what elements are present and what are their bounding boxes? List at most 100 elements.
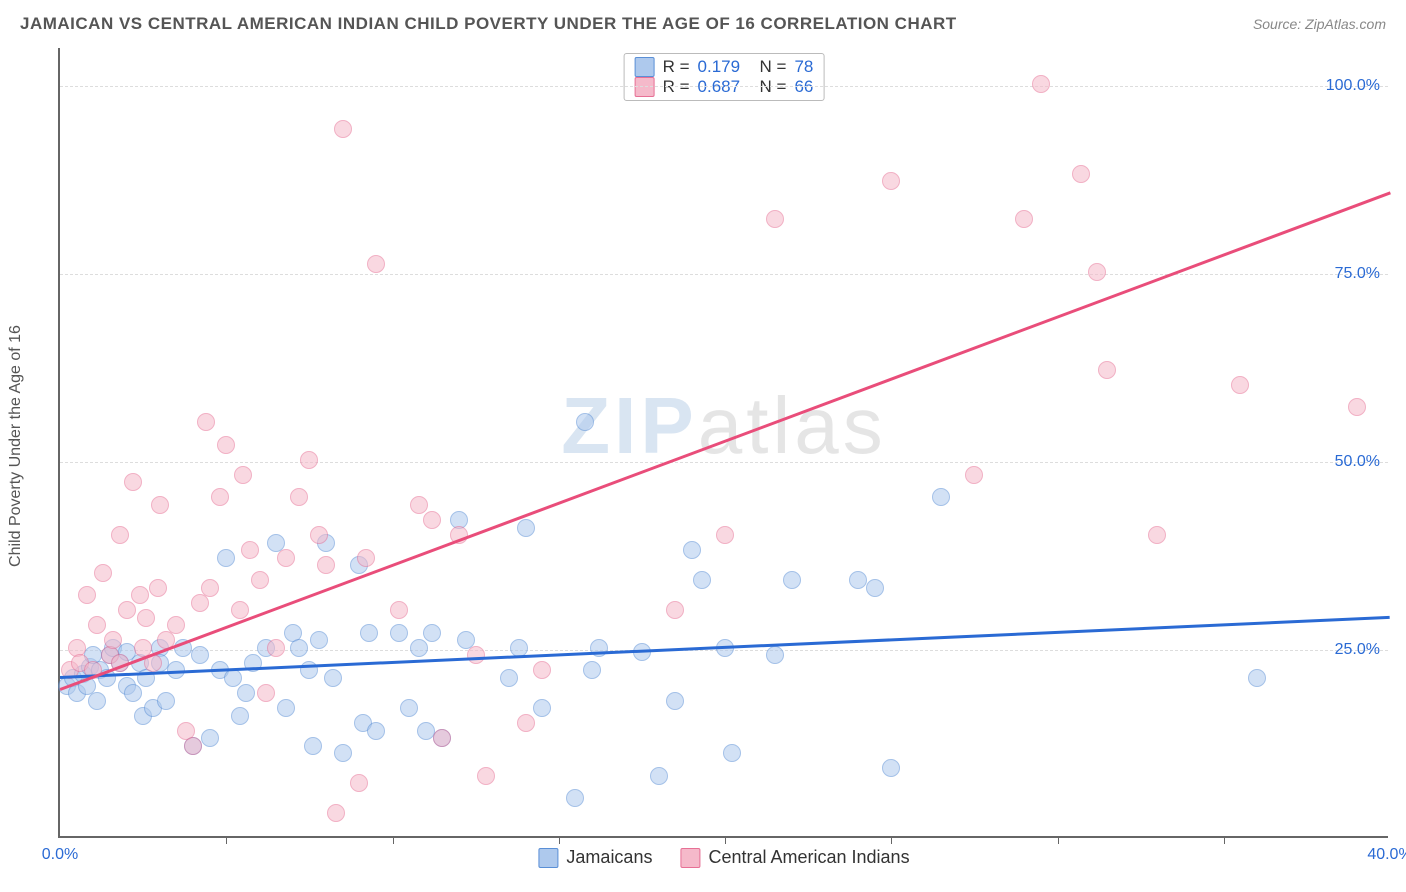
data-point [191,594,209,612]
data-point [327,804,345,822]
data-point [716,526,734,544]
data-point [693,571,711,589]
n-value: 78 [794,57,813,77]
plot-area: ZIPatlas R =0.179N =78R =0.687N =66 Jama… [58,48,1388,838]
data-point [1072,165,1090,183]
watermark-b: atlas [698,381,887,470]
data-point [866,579,884,597]
data-point [334,120,352,138]
data-point [766,646,784,664]
data-point [477,767,495,785]
gridline [60,86,1388,87]
data-point [932,488,950,506]
data-point [390,624,408,642]
data-point [723,744,741,762]
data-point [317,556,335,574]
data-point [310,631,328,649]
data-point [467,646,485,664]
data-point [324,669,342,687]
data-point [300,451,318,469]
stats-row: R =0.687N =66 [635,77,814,97]
data-point [533,699,551,717]
data-point [423,511,441,529]
data-point [304,737,322,755]
x-tick-mark [1058,836,1059,844]
data-point [118,601,136,619]
r-value: 0.179 [698,57,752,77]
data-point [217,436,235,454]
data-point [201,579,219,597]
data-point [104,631,122,649]
chart-container: JAMAICAN VS CENTRAL AMERICAN INDIAN CHIL… [0,0,1406,892]
legend: JamaicansCentral American Indians [538,847,909,868]
data-point [882,172,900,190]
data-point [251,571,269,589]
data-point [124,473,142,491]
data-point [231,707,249,725]
data-point [149,579,167,597]
data-point [1148,526,1166,544]
data-point [882,759,900,777]
data-point [566,789,584,807]
regression-line [60,191,1391,690]
data-point [237,684,255,702]
stats-row: R =0.179N =78 [635,57,814,77]
gridline [60,274,1388,275]
y-tick-label: 100.0% [1326,77,1380,95]
data-point [310,526,328,544]
data-point [191,646,209,664]
data-point [124,684,142,702]
n-value: 66 [794,77,813,97]
data-point [334,744,352,762]
chart-title: JAMAICAN VS CENTRAL AMERICAN INDIAN CHIL… [20,14,957,34]
r-value: 0.687 [698,77,752,97]
data-point [231,601,249,619]
n-label: N = [760,57,787,77]
data-point [224,669,242,687]
data-point [217,549,235,567]
data-point [290,488,308,506]
data-point [410,639,428,657]
data-point [533,661,551,679]
data-point [650,767,668,785]
data-point [94,564,112,582]
data-point [350,774,368,792]
data-point [360,624,378,642]
data-point [517,519,535,537]
x-tick-mark [559,836,560,844]
x-tick-mark [891,836,892,844]
data-point [167,616,185,634]
data-point [1088,263,1106,281]
data-point [290,639,308,657]
data-point [111,526,129,544]
data-point [583,661,601,679]
x-tick-mark [393,836,394,844]
data-point [1032,75,1050,93]
series-swatch [635,57,655,77]
data-point [390,601,408,619]
data-point [367,255,385,273]
data-point [849,571,867,589]
data-point [277,699,295,717]
x-tick-mark [725,836,726,844]
data-point [1098,361,1116,379]
data-point [500,669,518,687]
data-point [517,714,535,732]
stats-box: R =0.179N =78R =0.687N =66 [624,53,825,101]
data-point [78,586,96,604]
y-tick-label: 25.0% [1335,641,1380,659]
data-point [241,541,259,559]
data-point [257,684,275,702]
x-tick-label: 40.0% [1367,846,1406,864]
watermark: ZIPatlas [561,380,886,472]
data-point [201,729,219,747]
data-point [1231,376,1249,394]
data-point [410,496,428,514]
legend-swatch [680,848,700,868]
data-point [277,549,295,567]
legend-swatch [538,848,558,868]
data-point [683,541,701,559]
data-point [433,729,451,747]
data-point [666,692,684,710]
data-point [267,639,285,657]
